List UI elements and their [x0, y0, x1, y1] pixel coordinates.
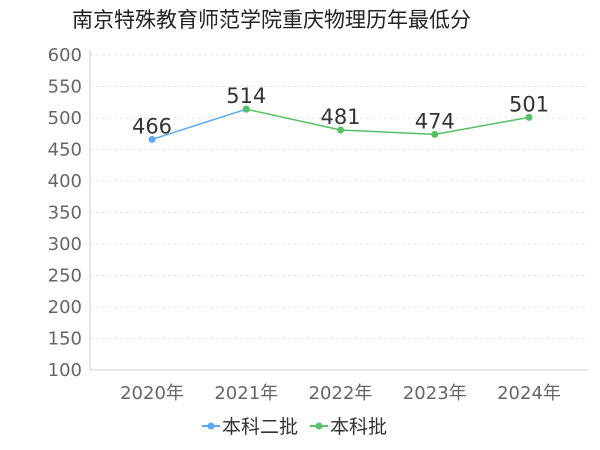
- y-tick-label: 350: [48, 203, 82, 224]
- series-lines: [151, 108, 530, 141]
- axes: [89, 50, 588, 371]
- x-tick-label: 2024年: [497, 383, 561, 404]
- y-tick-label: 250: [48, 266, 82, 287]
- y-tick-label: 500: [48, 108, 82, 129]
- data-points: [148, 105, 533, 143]
- legend-item[interactable]: 本科批: [310, 416, 387, 438]
- x-tick-label: 2023年: [403, 383, 467, 404]
- x-tick-label: 2021年: [214, 383, 278, 404]
- y-tick-label: 100: [48, 360, 82, 381]
- y-tick-label: 300: [48, 234, 82, 255]
- legend-label: 本科二批: [222, 416, 298, 438]
- data-point[interactable]: [525, 113, 533, 121]
- data-point[interactable]: [242, 105, 250, 113]
- x-tick-label: 2020年: [120, 383, 184, 404]
- legend[interactable]: 本科二批 本科批: [202, 416, 387, 438]
- data-label: 481: [320, 105, 360, 129]
- legend-item[interactable]: 本科二批: [202, 416, 298, 438]
- data-point[interactable]: [431, 130, 439, 138]
- data-labels: 466 514 481 474 501: [132, 84, 549, 138]
- legend-dot-marker: [315, 422, 323, 430]
- data-point[interactable]: [337, 126, 344, 134]
- x-tick-label: 2022年: [309, 383, 373, 404]
- data-label: 466: [132, 114, 172, 138]
- y-tick-label: 200: [48, 297, 82, 318]
- series-line-0: [151, 108, 247, 141]
- data-point[interactable]: [148, 135, 156, 143]
- data-label: 501: [509, 92, 549, 116]
- data-label: 514: [226, 84, 266, 108]
- chart-title: 南京特殊教育师范学院重庆物理历年最低分: [72, 8, 471, 32]
- x-tick-labels: 2020年 2021年 2022年 2023年 2024年: [120, 383, 561, 404]
- y-tick-labels: 100 150 200 250 300 350 400 450 500 550 600: [48, 45, 82, 381]
- y-tick-label: 550: [48, 77, 82, 98]
- grid-lines: [90, 54, 588, 371]
- legend-dot-marker: [207, 422, 215, 430]
- y-tick-label: 150: [48, 329, 82, 350]
- series-line-1: [246, 108, 530, 136]
- y-tick-label: 400: [48, 171, 82, 192]
- legend-label: 本科批: [330, 416, 387, 438]
- data-label: 474: [415, 109, 455, 133]
- y-tick-label: 450: [48, 140, 82, 161]
- y-tick-label: 600: [48, 45, 82, 66]
